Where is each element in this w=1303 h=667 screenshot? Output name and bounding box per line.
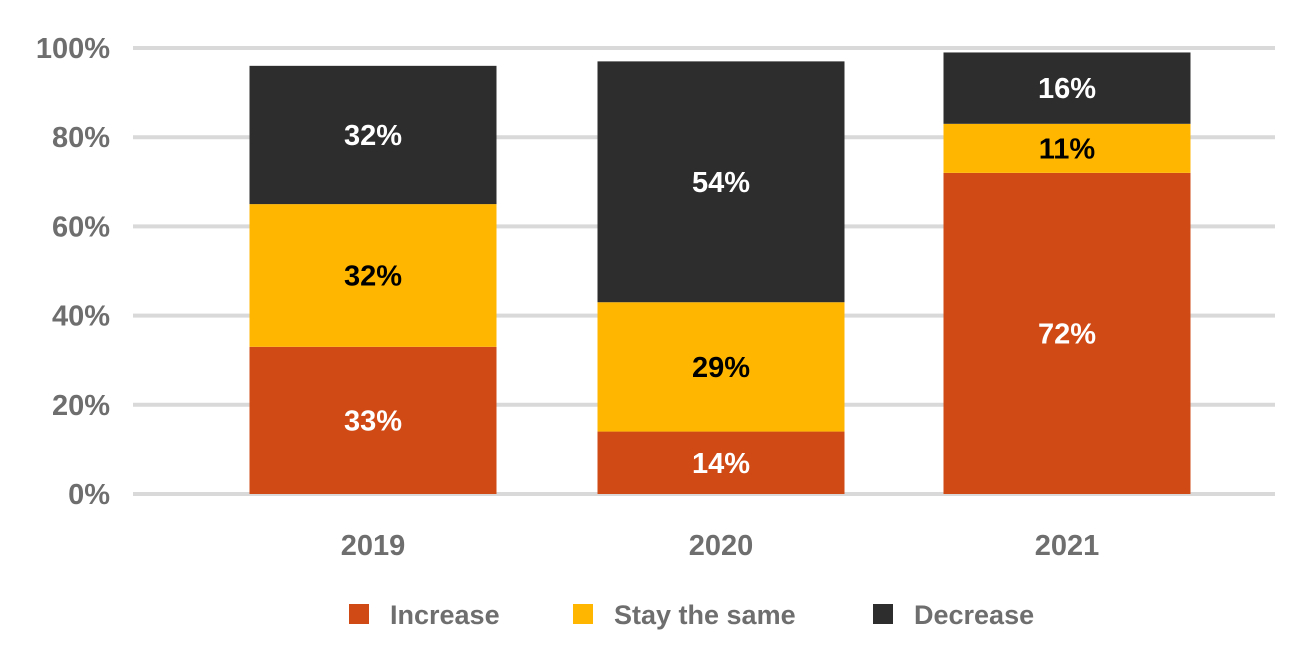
data-label: 11% — [1039, 133, 1096, 165]
x-tick-label: 2021 — [1035, 530, 1100, 562]
legend-item: Increase — [349, 600, 500, 630]
legend-label: Stay the same — [614, 600, 796, 630]
bar-segment — [943, 52, 1191, 124]
legend-label: Increase — [390, 600, 500, 630]
legend-swatch — [573, 604, 593, 624]
legend-swatch — [349, 604, 369, 624]
bar-segment — [249, 346, 497, 494]
data-label: 33% — [344, 405, 402, 437]
y-axis: 0% 20% 40% 60% 80% 100% — [36, 33, 110, 511]
data-label: 54% — [692, 167, 750, 199]
bar-group-2021: 72% 11% 16% — [943, 52, 1191, 494]
data-label: 29% — [692, 352, 750, 384]
legend-swatch — [873, 604, 893, 624]
data-label: 32% — [344, 260, 402, 292]
data-label: 14% — [692, 448, 750, 480]
bar-segment — [249, 204, 497, 347]
y-tick-label: 40% — [52, 301, 110, 333]
legend-label: Decrease — [914, 600, 1034, 630]
legend: Increase Stay the same Decrease — [349, 600, 1034, 630]
y-tick-label: 100% — [36, 33, 110, 65]
x-tick-label: 2019 — [341, 530, 406, 562]
bar-segment — [597, 302, 845, 432]
y-tick-label: 80% — [52, 122, 110, 154]
bars: 33% 32% 32% 14% 29% 54% 72% 11% 16% — [249, 52, 1191, 494]
legend-item: Stay the same — [573, 600, 796, 630]
bar-group-2020: 14% 29% 54% — [597, 61, 845, 494]
bar-segment — [943, 172, 1191, 494]
legend-item: Decrease — [873, 600, 1034, 630]
bar-group-2019: 33% 32% 32% — [249, 65, 497, 494]
y-tick-label: 20% — [52, 390, 110, 422]
data-label: 72% — [1038, 318, 1096, 350]
data-label: 16% — [1038, 73, 1096, 105]
x-tick-label: 2020 — [689, 530, 754, 562]
bar-segment — [249, 65, 497, 205]
bar-segment — [597, 431, 845, 494]
bar-segment — [597, 61, 845, 303]
data-label: 32% — [344, 120, 402, 152]
x-axis: 2019 2020 2021 — [341, 530, 1100, 562]
y-tick-label: 60% — [52, 211, 110, 243]
y-tick-label: 0% — [68, 479, 110, 511]
bar-segment — [943, 123, 1191, 173]
